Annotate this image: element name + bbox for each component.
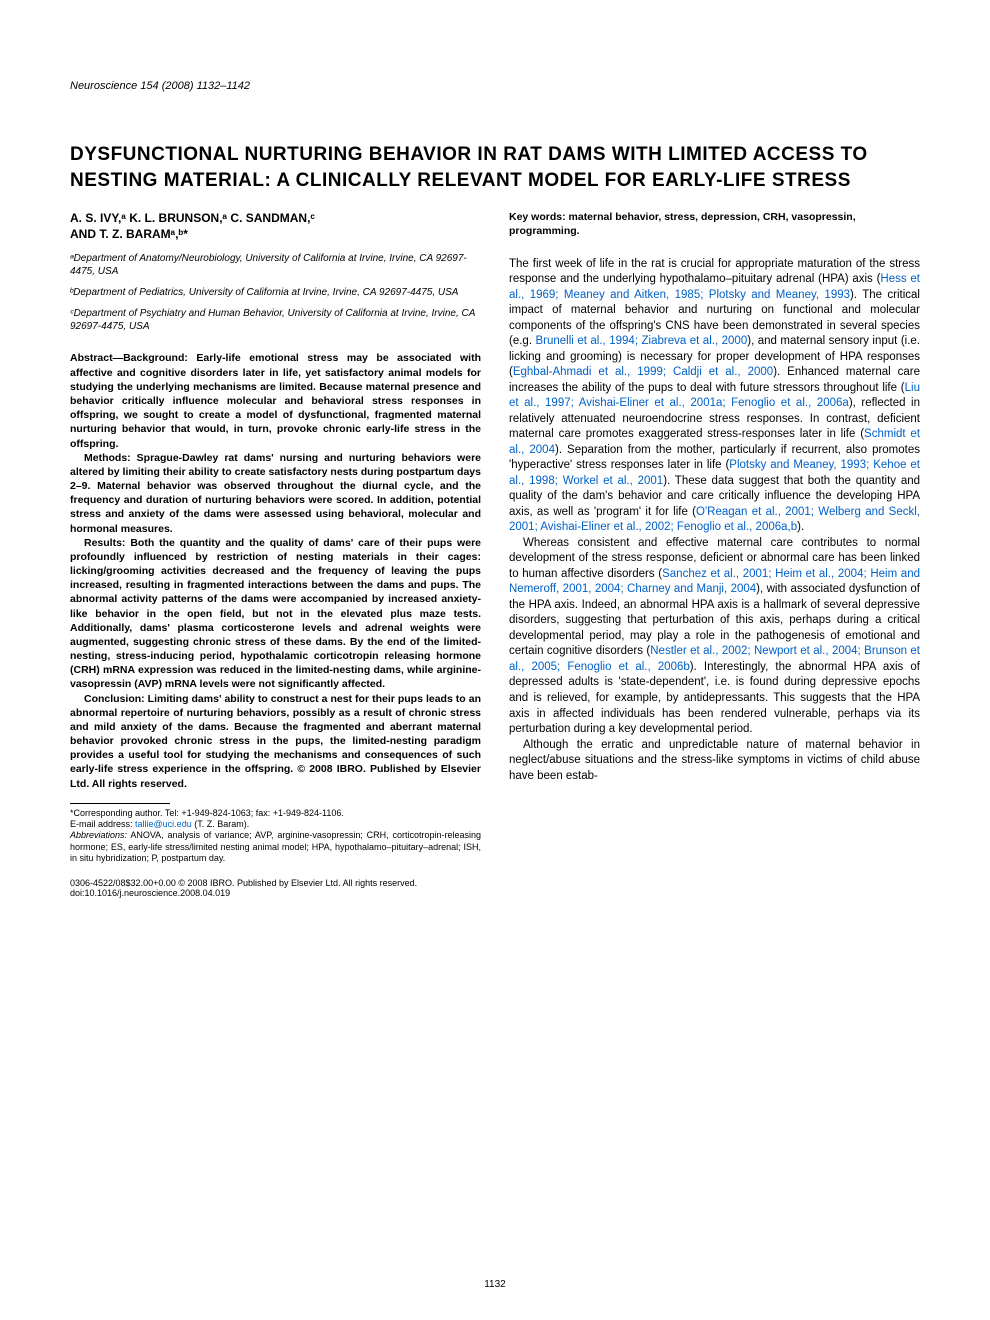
article-title: DYSFUNCTIONAL NURTURING BEHAVIOR IN RAT … (70, 142, 920, 193)
email-tail: (T. Z. Baram). (192, 819, 250, 829)
body-para-3: Although the erratic and unpredictable n… (509, 738, 920, 785)
authors-line-2: AND T. Z. BARAMᵃ,ᵇ* (70, 227, 188, 241)
abstract-background: Abstract—Background: Early-life emotiona… (70, 351, 481, 450)
body-text: The first week of life in the rat is cru… (509, 257, 920, 785)
affiliation-a: ᵃDepartment of Anatomy/Neurobiology, Uni… (70, 252, 481, 278)
body-p1-post: ). (797, 521, 804, 533)
copyright-text: 0306-4522/08$32.00+0.00 © 2008 IBRO. Pub… (70, 878, 417, 888)
abstract: Abstract—Background: Early-life emotiona… (70, 351, 481, 790)
body-para-2: Whereas consistent and effective materna… (509, 536, 920, 738)
authors: A. S. IVY,ᵃ K. L. BRUNSON,ᵃ C. SANDMAN,ᶜ… (70, 211, 481, 242)
journal-reference: Neuroscience 154 (2008) 1132–1142 (70, 80, 920, 92)
body-p1-pre: The first week of life in the rat is cru… (509, 258, 920, 286)
email-link[interactable]: tallie@uci.edu (135, 819, 192, 829)
affiliation-b: ᵇDepartment of Pediatrics, University of… (70, 286, 481, 299)
footnote-rule (70, 803, 170, 804)
ref-link[interactable]: Brunelli et al., 1994; Ziabreva et al., … (536, 335, 748, 347)
footnote-block: *Corresponding author. Tel: +1-949-824-1… (70, 808, 481, 864)
left-column: A. S. IVY,ᵃ K. L. BRUNSON,ᵃ C. SANDMAN,ᶜ… (70, 211, 481, 864)
abstract-results: Results: Both the quantity and the quali… (70, 536, 481, 692)
right-column: Key words: maternal behavior, stress, de… (509, 211, 920, 864)
content-columns: A. S. IVY,ᵃ K. L. BRUNSON,ᵃ C. SANDMAN,ᶜ… (70, 211, 920, 864)
ref-link[interactable]: Eghbal-Ahmadi et al., 1999; Caldji et al… (513, 366, 773, 378)
abbrev-label: Abbreviations: (70, 830, 127, 840)
abbrev-text: ANOVA, analysis of variance; AVP, argini… (70, 830, 481, 863)
corresponding-author: *Corresponding author. Tel: +1-949-824-1… (70, 808, 344, 818)
affiliation-c: ᶜDepartment of Psychiatry and Human Beha… (70, 307, 481, 333)
doi: doi:10.1016/j.neuroscience.2008.04.019 (70, 888, 230, 898)
abstract-conclusion: Conclusion: Limiting dams' ability to co… (70, 692, 481, 791)
body-para-1: The first week of life in the rat is cru… (509, 257, 920, 536)
page-number: 1132 (484, 1279, 506, 1290)
email-label: E-mail address: (70, 819, 135, 829)
copyright-line: 0306-4522/08$32.00+0.00 © 2008 IBRO. Pub… (70, 878, 920, 898)
authors-line-1: A. S. IVY,ᵃ K. L. BRUNSON,ᵃ C. SANDMAN,ᶜ (70, 211, 315, 225)
keywords: Key words: maternal behavior, stress, de… (509, 211, 920, 238)
abstract-methods: Methods: Sprague-Dawley rat dams' nursin… (70, 451, 481, 536)
